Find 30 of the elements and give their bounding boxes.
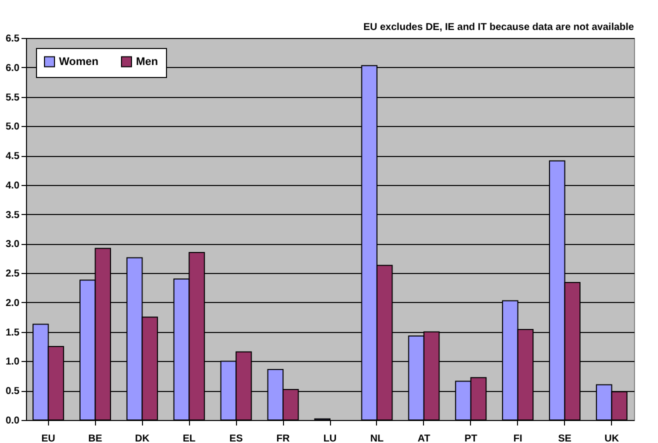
y-tick-label: 3.5 xyxy=(6,210,20,221)
x-tick-label: LU xyxy=(323,434,337,443)
legend-label: Men xyxy=(136,56,158,68)
text: EU excludes DE, IE and IT because data are not available xyxy=(363,22,634,33)
x-tick-label: FI xyxy=(513,434,522,443)
y-tick-label: 1.5 xyxy=(6,327,20,338)
y-tick-label: 3.0 xyxy=(6,239,20,250)
x-tick-label: BE xyxy=(88,434,103,443)
x-tick-label: FR xyxy=(276,434,290,443)
x-tick-label: ES xyxy=(229,434,244,443)
y-tick-label: 6.5 xyxy=(6,34,20,44)
x-tick-label: PT xyxy=(464,434,478,443)
x-tick-label: NL xyxy=(370,434,384,443)
x-tick-label: AT xyxy=(418,434,430,443)
y-tick-label: 2.0 xyxy=(6,298,20,309)
y-tick-label: 5.5 xyxy=(6,92,20,104)
y-tick-label: 1.0 xyxy=(6,356,20,368)
legend-label: Women xyxy=(59,56,99,68)
x-tick-label: UK xyxy=(604,434,620,443)
y-tick-label: 4.0 xyxy=(6,180,20,192)
x-tick-label: SE xyxy=(558,434,572,443)
y-tick-label: 4.5 xyxy=(6,151,20,162)
x-tick-label: EL xyxy=(182,434,196,443)
y-tick-label: 6.0 xyxy=(6,62,20,74)
y-tick-label: 0.5 xyxy=(6,386,20,398)
x-tick-label: EU xyxy=(41,434,56,443)
y-tick-label: 5.0 xyxy=(6,122,20,133)
y-tick-label: 2.5 xyxy=(6,268,20,280)
y-tick-label: 0.0 xyxy=(6,416,20,426)
x-tick-label: DK xyxy=(134,434,150,443)
